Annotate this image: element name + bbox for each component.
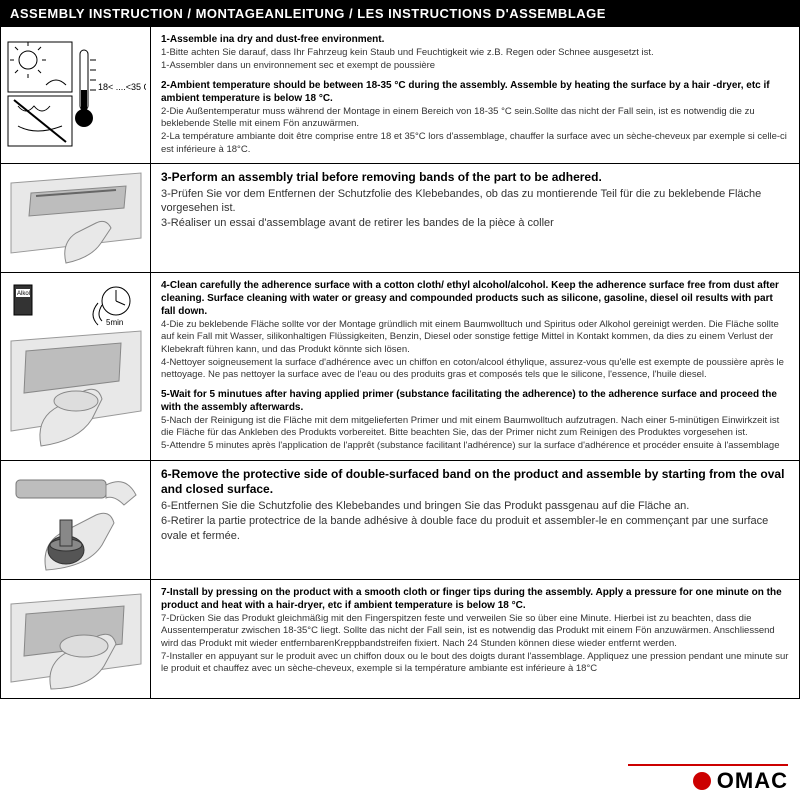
temp-icon: 18< ....<35 C	[1, 27, 151, 163]
step-translation: 7-Installer en appuyant sur le produit a…	[161, 651, 789, 676]
svg-text:18< ....<35 C: 18< ....<35 C	[98, 82, 146, 92]
instruction-text: 6-Remove the protective side of double-s…	[151, 461, 799, 579]
peel-icon	[1, 461, 151, 579]
step-group: 2-Ambient temperature should be between …	[161, 79, 789, 156]
step-group: 4-Clean carefully the adherence surface …	[161, 279, 789, 382]
step-translation: 4-Die zu beklebende Fläche sollte vor de…	[161, 319, 789, 356]
step-translation: 4-Nettoyer soigneusement la surface d'ad…	[161, 357, 789, 382]
step-title: 7-Install by pressing on the product wit…	[161, 586, 789, 612]
step-title: 2-Ambient temperature should be between …	[161, 79, 789, 105]
step-translation: 6-Entfernen Sie die Schutzfolie des Kleb…	[161, 499, 789, 513]
trial-icon	[1, 164, 151, 272]
step-translation: 6-Retirer la partie protectrice de la ba…	[161, 514, 789, 543]
instruction-row: Alkol 5min 4-Clean carefully the adheren…	[1, 273, 799, 461]
instruction-text: 1-Assemble ina dry and dust-free environ…	[151, 27, 799, 163]
step-title: 5-Wait for 5 minutues after having appli…	[161, 388, 789, 414]
instruction-row: 6-Remove the protective side of double-s…	[1, 461, 799, 580]
step-translation: 1-Bitte achten Sie darauf, dass Ihr Fahr…	[161, 47, 789, 59]
instruction-text: 4-Clean carefully the adherence surface …	[151, 273, 799, 460]
step-translation: 1-Assembler dans un environnement sec et…	[161, 60, 789, 72]
instruction-row: 18< ....<35 C 1-Assemble ina dry and dus…	[1, 27, 799, 164]
header-title: ASSEMBLY INSTRUCTION / MONTAGEANLEITUNG …	[0, 0, 800, 27]
instruction-text: 7-Install by pressing on the product wit…	[151, 580, 799, 698]
instruction-text: 3-Perform an assembly trial before remov…	[151, 164, 799, 272]
step-title: 1-Assemble ina dry and dust-free environ…	[161, 33, 789, 46]
step-group: 5-Wait for 5 minutues after having appli…	[161, 388, 789, 453]
instruction-row: 3-Perform an assembly trial before remov…	[1, 164, 799, 273]
logo-dot-icon	[693, 772, 711, 790]
step-title: 6-Remove the protective side of double-s…	[161, 467, 789, 498]
logo-text: OMAC	[717, 768, 788, 794]
clean-icon: Alkol 5min	[1, 273, 151, 460]
step-translation: 5-Nach der Reinigung ist die Fläche mit …	[161, 415, 789, 440]
svg-text:5min: 5min	[106, 318, 123, 327]
step-title: 3-Perform an assembly trial before remov…	[161, 170, 789, 186]
press-icon	[1, 580, 151, 698]
step-title: 4-Clean carefully the adherence surface …	[161, 279, 789, 318]
step-translation: 3-Prüfen Sie vor dem Entfernen der Schut…	[161, 187, 789, 216]
instruction-rows: 18< ....<35 C 1-Assemble ina dry and dus…	[0, 27, 800, 699]
step-group: 3-Perform an assembly trial before remov…	[161, 170, 789, 230]
step-group: 1-Assemble ina dry and dust-free environ…	[161, 33, 789, 73]
step-translation: 2-La température ambiante doit être comp…	[161, 131, 789, 156]
step-translation: 7-Drücken Sie das Produkt gleichmäßig mi…	[161, 613, 789, 650]
step-translation: 3-Réaliser un essai d'assemblage avant d…	[161, 216, 789, 230]
footer-accent-line	[628, 764, 788, 766]
step-group: 7-Install by pressing on the product wit…	[161, 586, 789, 676]
step-group: 6-Remove the protective side of double-s…	[161, 467, 789, 543]
instruction-row: 7-Install by pressing on the product wit…	[1, 580, 799, 699]
svg-text:Alkol: Alkol	[17, 291, 30, 297]
step-translation: 5-Attendre 5 minutes après l'application…	[161, 440, 789, 452]
footer-logo: OMAC	[693, 768, 788, 794]
step-translation: 2-Die Außentemperatur muss während der M…	[161, 106, 789, 131]
